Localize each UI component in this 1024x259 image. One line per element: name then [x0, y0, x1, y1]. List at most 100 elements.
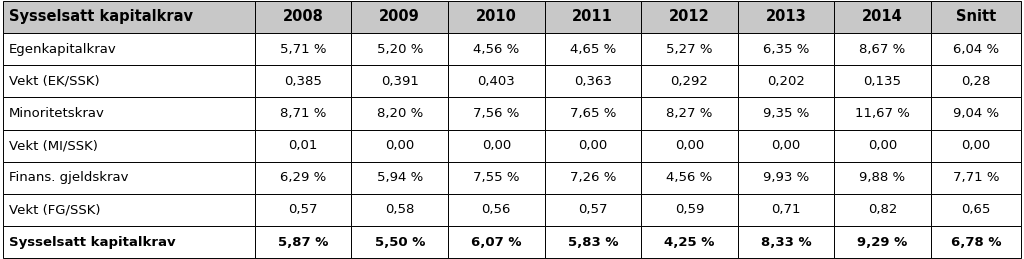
Text: 5,20 %: 5,20 % — [377, 42, 423, 55]
Text: 0,135: 0,135 — [863, 75, 901, 88]
Text: 0,57: 0,57 — [579, 204, 607, 217]
Text: 6,29 %: 6,29 % — [280, 171, 327, 184]
Text: Vekt (MI/SSK): Vekt (MI/SSK) — [9, 139, 98, 152]
Bar — [3, 194, 255, 226]
Text: Vekt (EK/SSK): Vekt (EK/SSK) — [9, 75, 100, 88]
Bar — [641, 130, 737, 162]
Bar — [545, 33, 641, 65]
Bar — [931, 226, 1021, 258]
Bar — [447, 162, 545, 194]
Text: 0,391: 0,391 — [381, 75, 419, 88]
Text: 7,26 %: 7,26 % — [569, 171, 616, 184]
Text: 5,83 %: 5,83 % — [567, 236, 618, 249]
Bar — [255, 33, 351, 65]
Bar — [3, 130, 255, 162]
Bar — [737, 65, 835, 97]
Text: 2011: 2011 — [572, 9, 613, 24]
Bar — [447, 194, 545, 226]
Text: 5,71 %: 5,71 % — [280, 42, 327, 55]
Bar — [835, 194, 931, 226]
Bar — [931, 130, 1021, 162]
Bar — [835, 33, 931, 65]
Bar — [641, 33, 737, 65]
Bar — [737, 33, 835, 65]
Text: 5,27 %: 5,27 % — [666, 42, 713, 55]
Text: 2013: 2013 — [766, 9, 806, 24]
Text: 0,00: 0,00 — [675, 139, 703, 152]
Text: 2008: 2008 — [283, 9, 324, 24]
Bar — [545, 162, 641, 194]
Bar — [351, 1, 447, 33]
Bar — [737, 194, 835, 226]
Text: 9,29 %: 9,29 % — [857, 236, 907, 249]
Bar — [835, 65, 931, 97]
Bar — [447, 65, 545, 97]
Bar — [3, 226, 255, 258]
Bar — [835, 226, 931, 258]
Text: 6,04 %: 6,04 % — [952, 42, 998, 55]
Bar — [351, 194, 447, 226]
Text: 4,25 %: 4,25 % — [665, 236, 715, 249]
Text: 5,87 %: 5,87 % — [278, 236, 329, 249]
Bar — [255, 65, 351, 97]
Bar — [737, 130, 835, 162]
Text: 8,71 %: 8,71 % — [280, 107, 327, 120]
Bar — [447, 97, 545, 130]
Text: 0,57: 0,57 — [289, 204, 317, 217]
Text: 9,04 %: 9,04 % — [952, 107, 998, 120]
Bar — [447, 226, 545, 258]
Bar — [835, 162, 931, 194]
Text: 0,292: 0,292 — [671, 75, 709, 88]
Text: Minoritetskrav: Minoritetskrav — [9, 107, 105, 120]
Text: 0,00: 0,00 — [962, 139, 990, 152]
Text: 0,403: 0,403 — [477, 75, 515, 88]
Bar — [641, 65, 737, 97]
Bar — [3, 1, 255, 33]
Text: 0,01: 0,01 — [289, 139, 317, 152]
Text: Vekt (FG/SSK): Vekt (FG/SSK) — [9, 204, 100, 217]
Bar — [835, 1, 931, 33]
Bar — [351, 162, 447, 194]
Bar — [545, 65, 641, 97]
Text: 6,35 %: 6,35 % — [763, 42, 809, 55]
Text: 0,00: 0,00 — [385, 139, 415, 152]
Text: Sysselsatt kapitalkrav: Sysselsatt kapitalkrav — [9, 9, 194, 24]
Text: 0,65: 0,65 — [962, 204, 990, 217]
Bar — [351, 97, 447, 130]
Bar — [545, 97, 641, 130]
Bar — [835, 130, 931, 162]
Text: 0,59: 0,59 — [675, 204, 705, 217]
Bar — [447, 130, 545, 162]
Bar — [255, 1, 351, 33]
Text: Egenkapitalkrav: Egenkapitalkrav — [9, 42, 117, 55]
Bar — [447, 1, 545, 33]
Text: 11,67 %: 11,67 % — [855, 107, 910, 120]
Text: 4,56 %: 4,56 % — [667, 171, 713, 184]
Bar — [3, 162, 255, 194]
Bar — [931, 162, 1021, 194]
Bar — [931, 33, 1021, 65]
Bar — [351, 130, 447, 162]
Bar — [3, 97, 255, 130]
Bar — [931, 194, 1021, 226]
Bar — [641, 97, 737, 130]
Bar — [641, 1, 737, 33]
Bar — [737, 226, 835, 258]
Text: 0,71: 0,71 — [771, 204, 801, 217]
Bar — [545, 1, 641, 33]
Bar — [545, 226, 641, 258]
Text: 2014: 2014 — [862, 9, 903, 24]
Text: 7,71 %: 7,71 % — [952, 171, 999, 184]
Text: 0,56: 0,56 — [481, 204, 511, 217]
Text: 7,55 %: 7,55 % — [473, 171, 519, 184]
Text: 9,88 %: 9,88 % — [859, 171, 905, 184]
Text: Finans. gjeldskrav: Finans. gjeldskrav — [9, 171, 129, 184]
Text: 6,07 %: 6,07 % — [471, 236, 521, 249]
Text: 8,27 %: 8,27 % — [667, 107, 713, 120]
Bar — [255, 97, 351, 130]
Bar — [835, 97, 931, 130]
Bar — [641, 194, 737, 226]
Bar — [737, 97, 835, 130]
Text: 2010: 2010 — [476, 9, 517, 24]
Bar — [931, 97, 1021, 130]
